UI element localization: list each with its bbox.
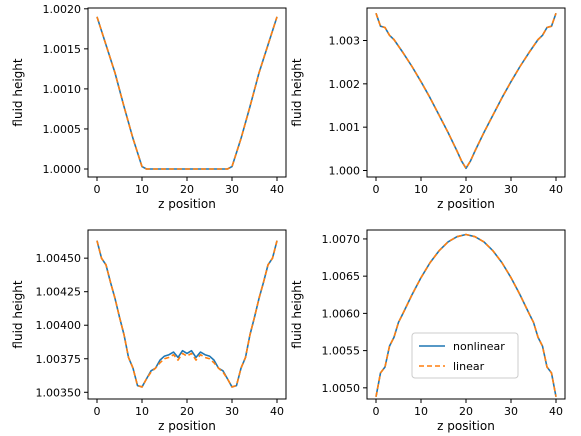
- x-tick-label: 10: [135, 183, 149, 196]
- y-tick-label: 1.0015: [43, 43, 82, 56]
- x-tick-label: 10: [135, 405, 149, 418]
- x-tick-label: 30: [225, 183, 239, 196]
- subplot-3: 0 10 20 30 40 1.00350 1.00375 1.00400 1.00425 1.0…: [11, 229, 287, 433]
- y-tick-label: 1.00350: [36, 386, 82, 399]
- y-tick-label: 1.000: [329, 165, 361, 178]
- y-tick-label: 1.00400: [36, 319, 82, 332]
- x-axis-label: z position: [437, 197, 495, 211]
- subplot-2: 0 10 20 30 40 1.000 1.001 1.002 1.003 z position f…: [290, 7, 566, 211]
- x-tick-label: 20: [180, 405, 194, 418]
- y-axis-label: fluid height: [11, 58, 25, 126]
- legend-label-nonlinear: nonlinear: [453, 340, 505, 353]
- y-tick-label: 1.0065: [322, 270, 361, 283]
- x-tick-label: 20: [459, 183, 473, 196]
- x-tick-label: 0: [94, 405, 101, 418]
- x-tick-label: 20: [459, 405, 473, 418]
- series-line-nonlinear: [96, 240, 278, 388]
- x-tick-label: 20: [180, 183, 194, 196]
- series-line-linear: [375, 12, 557, 170]
- series-line-nonlinear: [96, 16, 278, 170]
- subplot-4: 0 10 20 30 40 1.0050 1.0055 1.0060 1.0065 1.0070 z…: [290, 229, 566, 433]
- y-tick-label: 1.00425: [36, 286, 82, 299]
- series-line-linear: [96, 240, 278, 388]
- x-tick-label: 40: [549, 183, 563, 196]
- x-axis-label: z position: [158, 419, 216, 433]
- x-tick-label: 40: [549, 405, 563, 418]
- axes-frame: [87, 229, 287, 400]
- x-tick-label: 0: [373, 183, 380, 196]
- y-tick-label: 1.0000: [43, 163, 82, 176]
- series-line-linear: [96, 16, 278, 170]
- x-tick-label: 30: [225, 405, 239, 418]
- y-tick-label: 1.003: [329, 35, 361, 48]
- y-axis-label: fluid height: [290, 58, 304, 126]
- x-axis-label: z position: [158, 197, 216, 211]
- series-line-linear: [375, 233, 557, 397]
- y-tick-label: 1.0010: [43, 83, 82, 96]
- y-tick-label: 1.0020: [43, 3, 82, 16]
- y-tick-label: 1.0070: [322, 233, 361, 246]
- x-tick-label: 30: [504, 183, 518, 196]
- x-tick-label: 30: [504, 405, 518, 418]
- legend-label-linear: linear: [453, 360, 485, 373]
- y-axis-label: fluid height: [11, 280, 25, 348]
- y-tick-label: 1.0050: [322, 382, 361, 395]
- subplot-1: 0 10 20 30 40 1.0000 1.0005 1.0010 1.0015 1.0020 z…: [11, 3, 287, 211]
- y-axis-label: fluid height: [290, 280, 304, 348]
- y-tick-label: 1.00450: [36, 252, 82, 265]
- axes-frame: [366, 7, 566, 178]
- x-tick-label: 10: [414, 405, 428, 418]
- legend: nonlinear linear: [411, 332, 519, 379]
- x-tick-label: 40: [270, 183, 284, 196]
- y-tick-label: 1.0055: [322, 345, 361, 358]
- x-tick-label: 0: [94, 183, 101, 196]
- x-tick-label: 0: [373, 405, 380, 418]
- y-tick-label: 1.001: [329, 121, 361, 134]
- series-line-nonlinear: [375, 12, 557, 170]
- axes-frame: [87, 7, 287, 178]
- y-tick-label: 1.0060: [322, 307, 361, 320]
- y-tick-label: 1.0005: [43, 123, 82, 136]
- x-tick-label: 40: [270, 405, 284, 418]
- x-axis-label: z position: [437, 419, 495, 433]
- y-tick-label: 1.002: [329, 78, 361, 91]
- y-tick-label: 1.00375: [36, 353, 82, 366]
- x-tick-label: 10: [414, 183, 428, 196]
